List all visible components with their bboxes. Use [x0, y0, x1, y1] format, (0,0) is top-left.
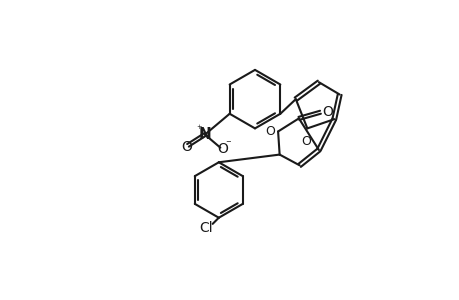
Text: N: N [198, 127, 211, 142]
Text: O: O [300, 135, 310, 148]
Text: O: O [265, 125, 275, 138]
Text: $^+$: $^+$ [195, 124, 203, 134]
Text: O: O [217, 142, 228, 156]
Text: $^-$: $^-$ [224, 139, 232, 149]
Text: Cl: Cl [199, 221, 213, 236]
Text: O: O [181, 140, 191, 154]
Text: O: O [322, 105, 333, 119]
